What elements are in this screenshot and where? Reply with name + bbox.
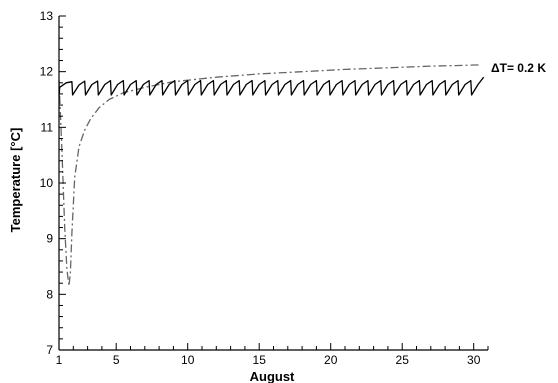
x-tick-label: 25 <box>396 353 410 367</box>
y-tick-label: 8 <box>46 287 53 301</box>
x-tick-label: 1 <box>56 353 63 367</box>
x-tick-label: 30 <box>467 353 481 367</box>
series-line-dashdot <box>58 64 481 287</box>
y-tick-label: 10 <box>40 176 54 190</box>
x-tick-label: 5 <box>113 353 120 367</box>
y-tick-label: 11 <box>41 120 54 134</box>
x-tick-label: 20 <box>324 353 338 367</box>
y-tick-label: 12 <box>40 65 54 79</box>
delta-t-annotation: ΔT= 0.2 K <box>491 61 546 75</box>
x-tick-label: 15 <box>253 353 267 367</box>
y-tick-label: 9 <box>46 232 53 246</box>
x-tick-label: 10 <box>181 353 195 367</box>
series-layer <box>58 64 485 287</box>
y-tick-label: 7 <box>46 343 53 357</box>
x-axis-label: August <box>250 369 295 383</box>
y-tick-label: 13 <box>40 9 54 23</box>
series-line-solid <box>58 76 485 97</box>
y-axis-label: Temperature [°C] <box>8 128 23 233</box>
